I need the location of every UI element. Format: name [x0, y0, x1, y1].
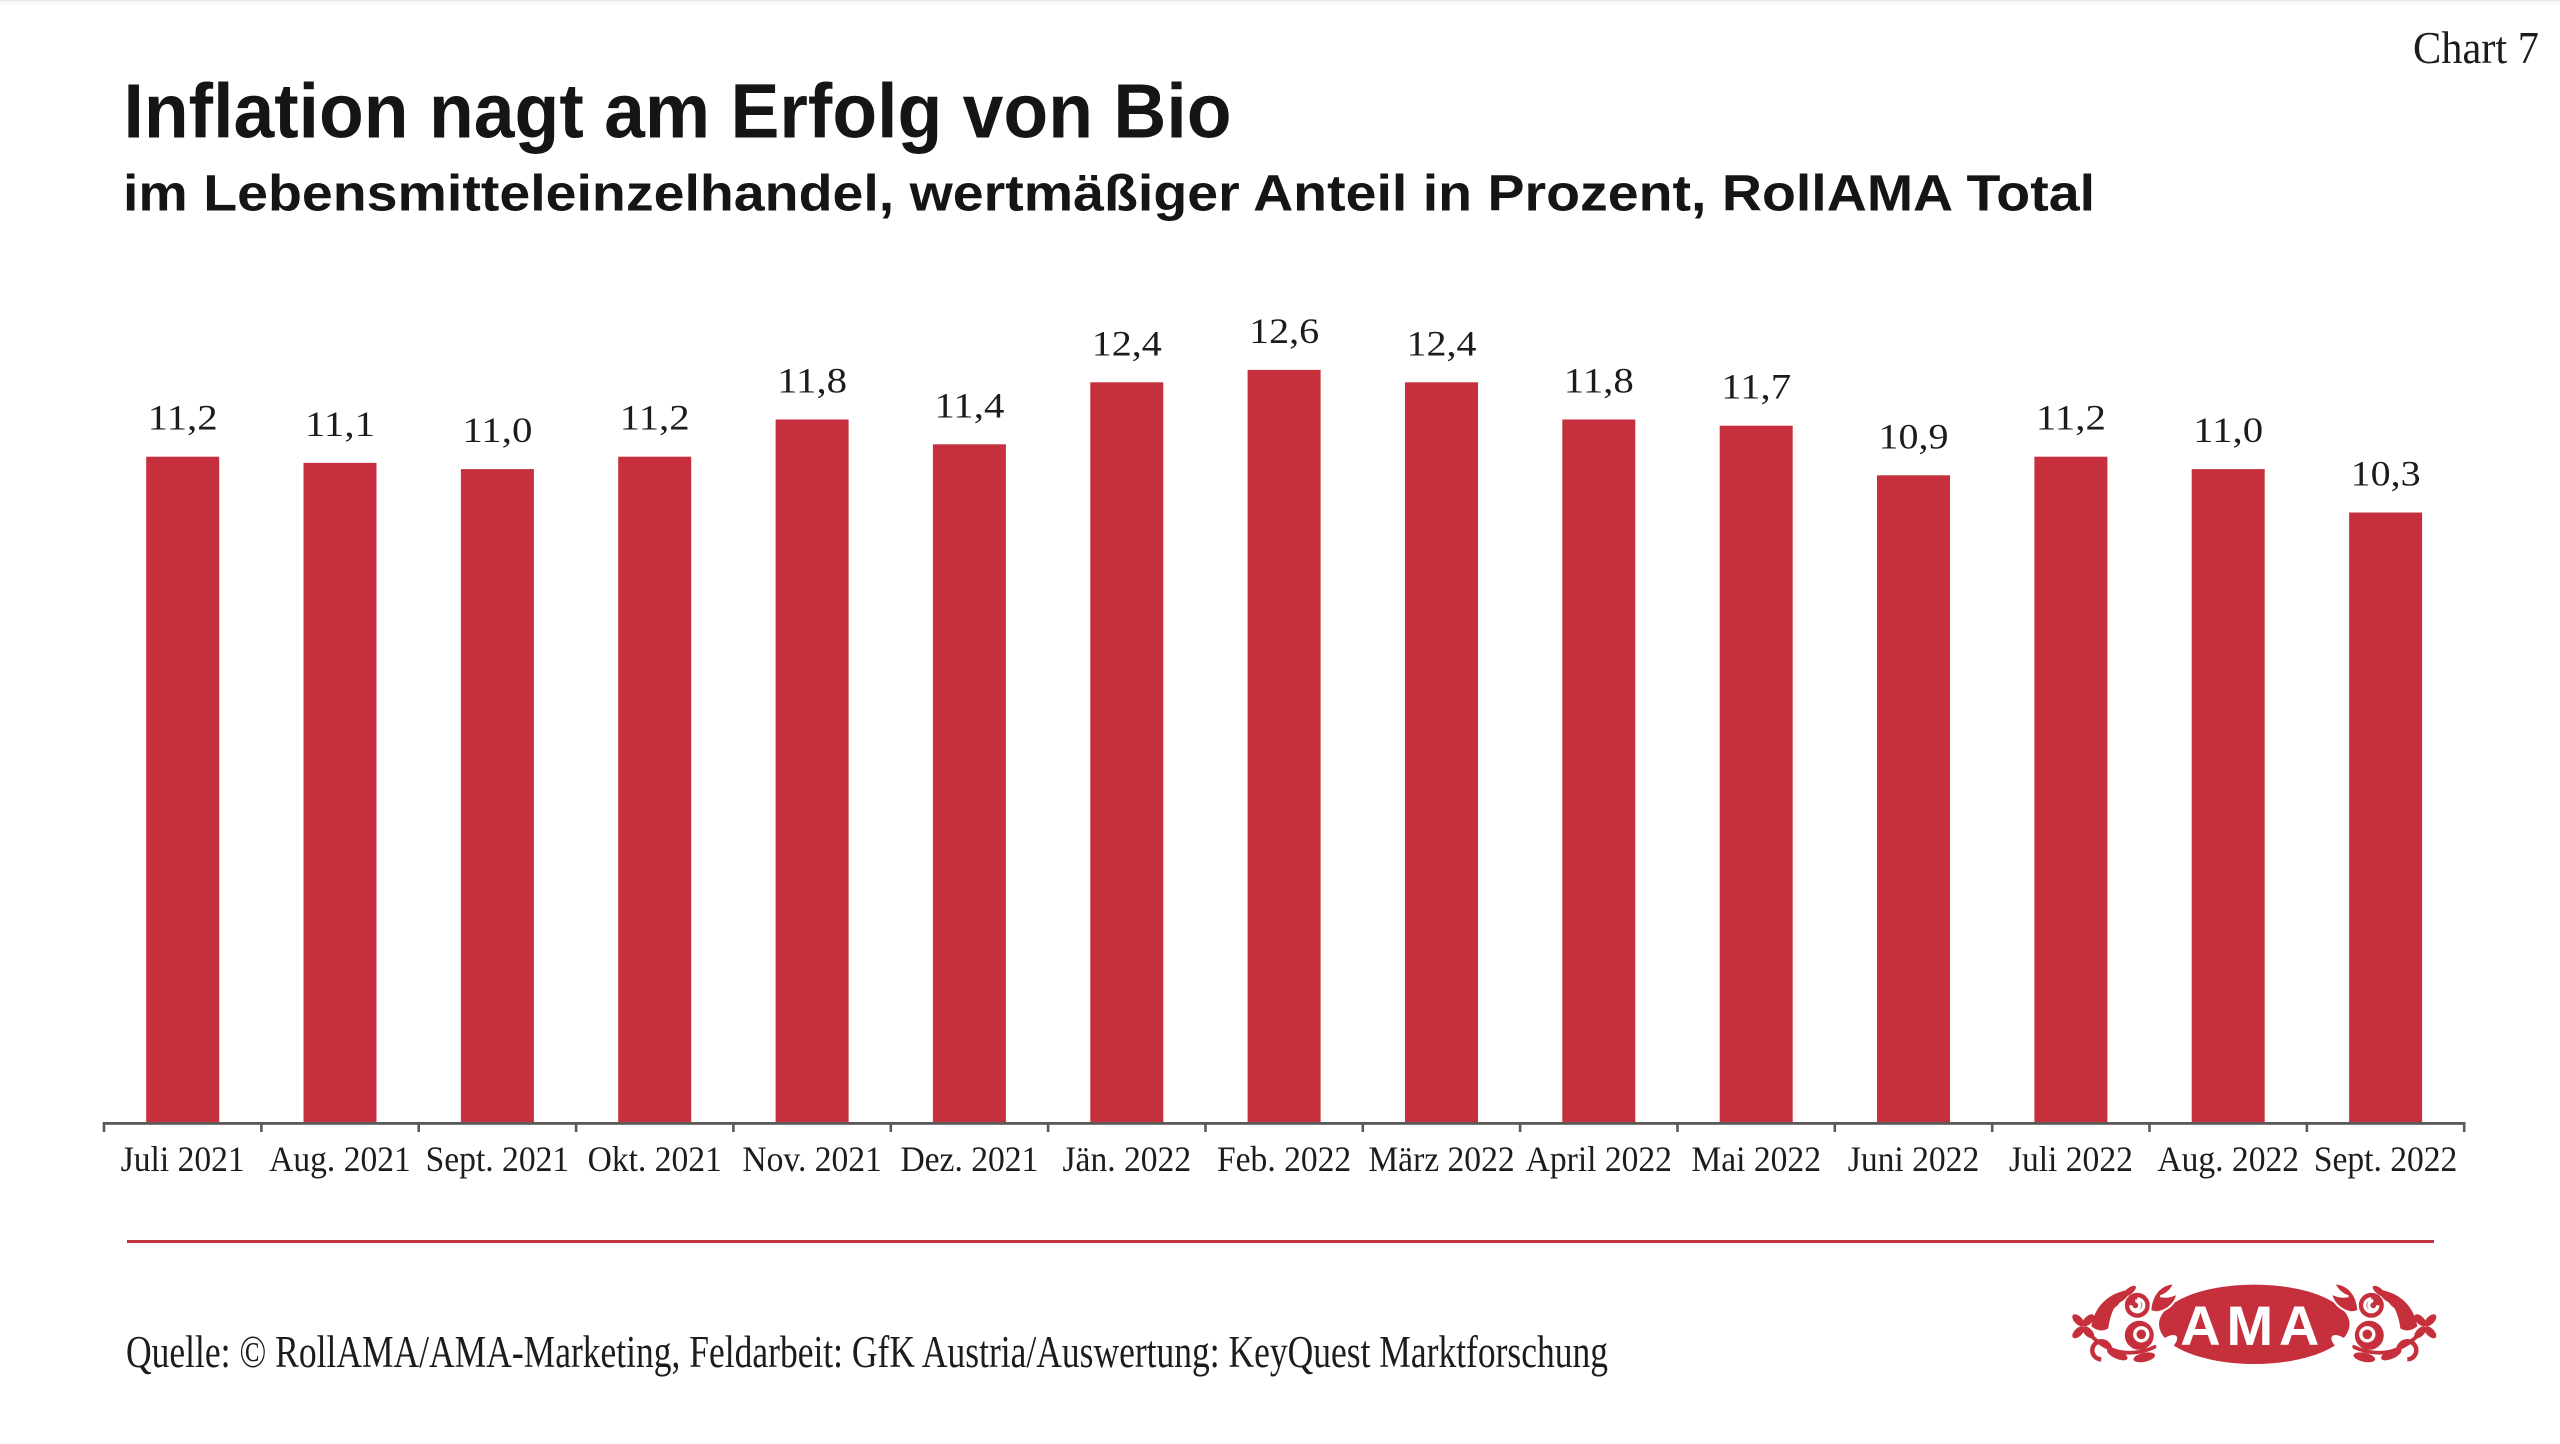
svg-text:Jän. 2022: Jän. 2022 [1063, 1139, 1192, 1179]
svg-text:Feb. 2022: Feb. 2022 [1217, 1139, 1351, 1179]
svg-text:AMA: AMA [2180, 1294, 2328, 1357]
svg-text:10,9: 10,9 [1879, 416, 1949, 456]
svg-text:April 2022: April 2022 [1526, 1139, 1672, 1179]
svg-text:11,1: 11,1 [305, 404, 375, 444]
svg-text:Juni 2022: Juni 2022 [1848, 1139, 1980, 1179]
svg-text:Aug. 2022: Aug. 2022 [2157, 1139, 2299, 1179]
svg-text:12,4: 12,4 [1407, 323, 1477, 363]
svg-text:Sept. 2021: Sept. 2021 [426, 1139, 570, 1179]
svg-text:11,8: 11,8 [777, 361, 847, 401]
svg-text:Inflation nagt am Erfolg von B: Inflation nagt am Erfolg von Bio [124, 69, 1232, 155]
svg-text:Sept. 2022: Sept. 2022 [2314, 1139, 2458, 1179]
svg-text:Chart 7: Chart 7 [2413, 23, 2539, 73]
svg-text:Mai 2022: Mai 2022 [1691, 1139, 1821, 1179]
svg-text:11,4: 11,4 [934, 385, 1004, 425]
svg-text:10,3: 10,3 [2351, 454, 2421, 494]
svg-text:Juli 2022: Juli 2022 [2009, 1139, 2133, 1179]
svg-text:Nov. 2021: Nov. 2021 [742, 1139, 882, 1179]
svg-text:11,2: 11,2 [2036, 398, 2106, 438]
svg-text:März 2022: März 2022 [1368, 1139, 1514, 1179]
svg-text:11,0: 11,0 [2193, 410, 2263, 450]
svg-text:im Lebensmitteleinzelhandel, w: im Lebensmitteleinzelhandel, wertmäßiger… [123, 165, 2095, 222]
svg-text:11,0: 11,0 [462, 410, 532, 450]
svg-text:12,6: 12,6 [1249, 311, 1319, 351]
svg-text:Juli 2021: Juli 2021 [121, 1139, 245, 1179]
svg-text:Dez. 2021: Dez. 2021 [900, 1139, 1038, 1179]
svg-text:11,8: 11,8 [1564, 361, 1634, 401]
svg-text:Okt. 2021: Okt. 2021 [588, 1139, 722, 1179]
svg-text:Quelle: © RollAMA/AMA-Marketin: Quelle: © RollAMA/AMA-Marketing, Feldarb… [126, 1327, 1608, 1377]
svg-text:11,2: 11,2 [620, 398, 690, 438]
svg-text:12,4: 12,4 [1092, 323, 1162, 363]
svg-text:Aug. 2021: Aug. 2021 [269, 1139, 411, 1179]
svg-text:11,7: 11,7 [1721, 367, 1791, 407]
svg-text:11,2: 11,2 [148, 398, 218, 438]
